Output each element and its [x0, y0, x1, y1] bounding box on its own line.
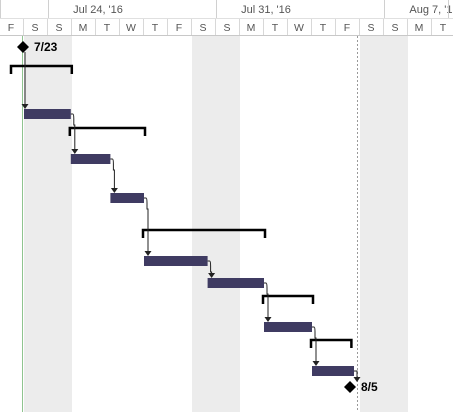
day-label: W [126, 22, 136, 34]
nonworking-days-shading [24, 36, 408, 412]
dependency-link [354, 370, 358, 378]
day-label: M [247, 22, 256, 34]
day-label: F [176, 22, 182, 34]
day-label: F [344, 22, 350, 34]
link-arrowhead [353, 377, 361, 382]
task-bar[interactable] [110, 193, 144, 203]
day-label: W [294, 22, 304, 34]
summary-bar[interactable] [261, 294, 315, 304]
day-label: T [440, 22, 447, 34]
milestone-date-label: 7/23 [34, 40, 58, 54]
week-label: Jul 31, '16 [241, 4, 291, 16]
link-arrowhead [312, 361, 320, 366]
task-bar[interactable] [207, 278, 264, 288]
week-label: Aug 7, '16 [409, 4, 453, 16]
dependency-link [144, 197, 149, 252]
day-label: T [152, 22, 159, 34]
day-label: T [104, 22, 111, 34]
weekend-shade [48, 36, 72, 412]
link-arrowhead [208, 273, 216, 278]
weekend-shade [384, 36, 408, 412]
task-bar[interactable] [70, 154, 111, 164]
milestone-date-label: 8/5 [361, 380, 378, 394]
link-arrowhead [71, 149, 79, 154]
summary-bar[interactable] [68, 126, 147, 136]
summary-bar[interactable] [9, 64, 74, 74]
link-arrowhead [144, 251, 152, 256]
day-label: M [415, 22, 424, 34]
day-label: T [272, 22, 279, 34]
dependency-links [21, 52, 361, 382]
weekend-shade [24, 36, 48, 412]
week-tier: Jul 24, '16 Jul 31, '16 Aug 7, '16 [0, 0, 453, 18]
day-label: S [55, 22, 62, 34]
day-label: S [391, 22, 398, 34]
dependency-link [207, 260, 213, 274]
day-label: S [223, 22, 230, 34]
day-label: F [8, 22, 14, 34]
summary-tasks [9, 64, 353, 348]
milestone-diamond[interactable] [344, 381, 356, 393]
task-bar[interactable] [264, 322, 312, 332]
weekend-shade [360, 36, 384, 412]
dependency-link [110, 158, 115, 189]
summary-bar[interactable] [141, 228, 267, 238]
summary-bar[interactable] [309, 338, 353, 348]
dependency-link [264, 282, 269, 318]
milestone-diamond[interactable] [17, 41, 29, 53]
timescale-header: Jul 24, '16 Jul 31, '16 Aug 7, '16 F S S M T W T… [0, 0, 453, 36]
day-label: S [31, 22, 38, 34]
week-label: Jul 24, '16 [73, 4, 123, 16]
day-label: S [367, 22, 374, 34]
task-bar[interactable] [312, 366, 354, 376]
guide-lines [22, 36, 358, 412]
task-bar[interactable] [24, 109, 71, 119]
task-bars [24, 109, 354, 376]
milestones: 7/23 8/5 [17, 40, 378, 394]
task-bar[interactable] [144, 256, 208, 266]
dependency-link [312, 326, 317, 362]
day-label: S [199, 22, 206, 34]
link-arrowhead [264, 317, 272, 322]
day-label: T [320, 22, 327, 34]
link-arrowhead [110, 188, 118, 193]
weekend-shade [192, 36, 216, 412]
day-label: M [79, 22, 88, 34]
link-arrowhead [21, 104, 29, 109]
dependency-link [70, 113, 76, 150]
weekend-shade [216, 36, 240, 412]
